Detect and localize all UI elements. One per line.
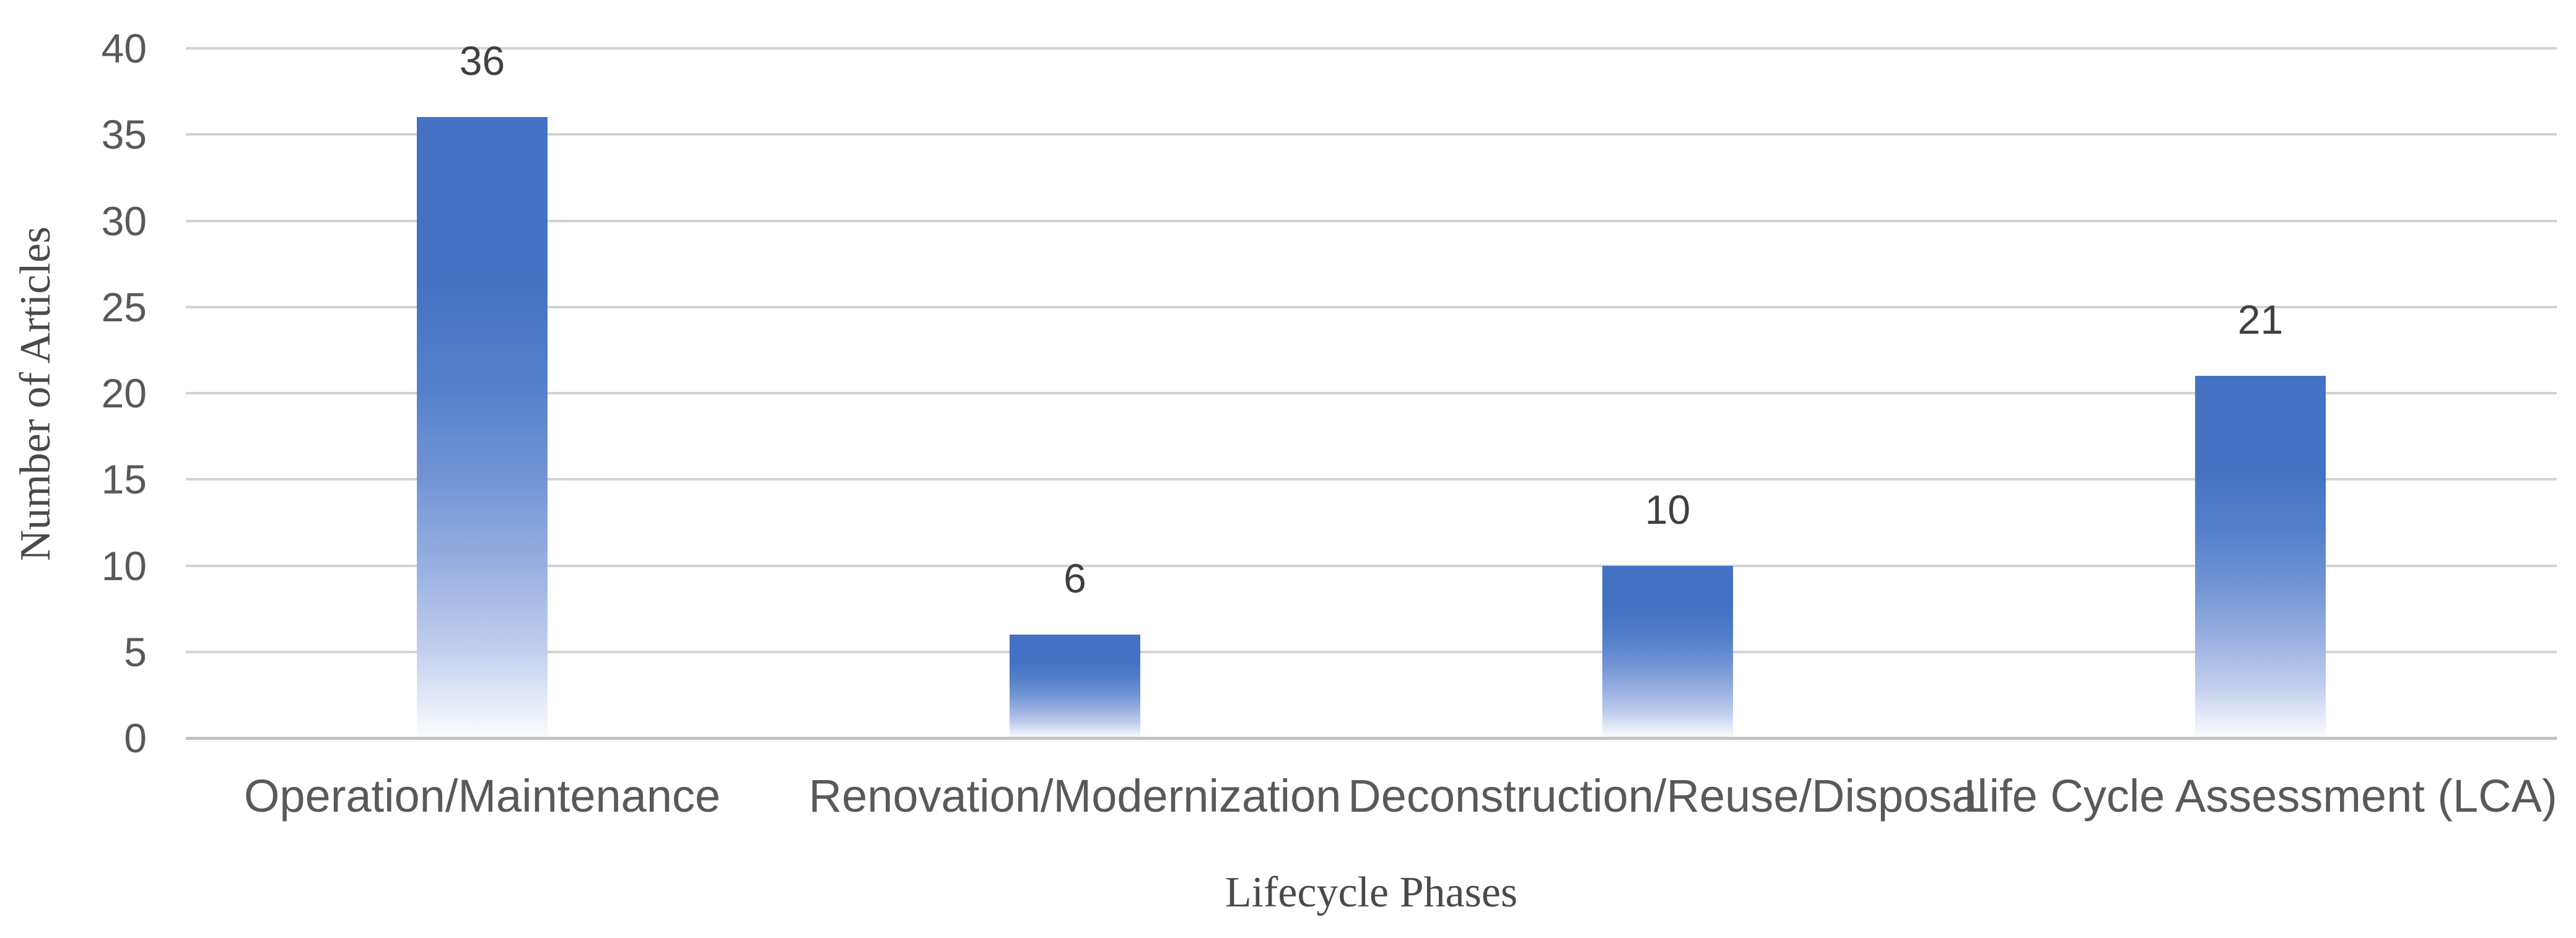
gridline-10 (186, 564, 2557, 567)
bar-data-label: 21 (2237, 297, 2284, 343)
y-tick-label-25: 25 (101, 284, 147, 330)
y-tick-label-30: 30 (101, 198, 147, 244)
gridline-25 (186, 305, 2557, 308)
y-tick-label-10: 10 (101, 542, 147, 589)
gridline-40 (186, 47, 2557, 50)
bar-data-label: 10 (1644, 486, 1691, 532)
bar-4 (2195, 376, 2326, 738)
y-axis-title: Number of Articles (12, 226, 59, 562)
x-axis-line (186, 737, 2557, 740)
category-label: Life Cycle Assessment (LCA) (1963, 770, 2557, 822)
bar-2 (1010, 634, 1140, 738)
gridline-30 (186, 219, 2557, 222)
gridline-5 (186, 650, 2557, 653)
bar-1 (417, 117, 548, 738)
bar-data-label: 36 (459, 38, 505, 84)
y-tick-label-15: 15 (101, 456, 147, 503)
category-label: Deconstruction/Reuse/Disposal (1348, 770, 1988, 822)
y-tick-label-40: 40 (101, 25, 147, 71)
gridline-35 (186, 133, 2557, 136)
category-label: Operation/Maintenance (243, 770, 721, 822)
y-tick-label-20: 20 (101, 370, 147, 416)
y-tick-label-0: 0 (124, 715, 147, 761)
gridline-20 (186, 392, 2557, 394)
x-axis-title: Lifecycle Phases (1225, 869, 1518, 916)
category-label: Renovation/Modernization (808, 770, 1342, 822)
bar-3 (1602, 565, 1733, 738)
y-tick-label-5: 5 (124, 628, 147, 675)
bar-data-label: 6 (1063, 555, 1086, 601)
y-tick-label-35: 35 (101, 111, 147, 158)
gridline-15 (186, 478, 2557, 481)
